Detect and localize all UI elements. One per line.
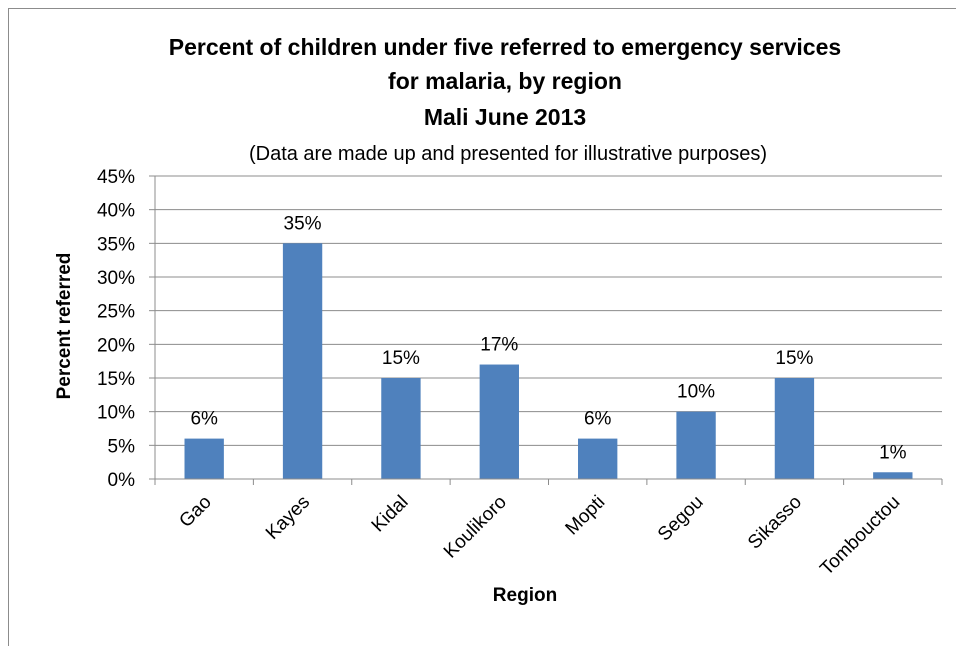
- x-tick-label: Koulikoro: [440, 492, 511, 563]
- y-tick-label: 45%: [97, 167, 135, 188]
- y-tick-label: 30%: [97, 268, 135, 289]
- data-label: 10%: [677, 382, 715, 403]
- data-label: 1%: [879, 442, 907, 463]
- y-tick-label: 10%: [97, 403, 135, 424]
- y-tick-label: 35%: [97, 234, 135, 255]
- bar: [479, 364, 519, 479]
- bar: [381, 378, 421, 479]
- chart-title-line-3: Mali June 2013: [424, 104, 586, 130]
- x-tick-label: Tombouctou: [816, 492, 904, 580]
- bar: [578, 438, 618, 479]
- chart-subtitle: (Data are made up and presented for illu…: [249, 143, 767, 165]
- data-label: 6%: [584, 409, 612, 430]
- bar: [282, 243, 323, 479]
- bar: [774, 378, 815, 479]
- bar: [873, 472, 913, 479]
- y-tick-labels: 0% 5% 10% 15% 20% 25% 30% 35% 40% 45%: [97, 167, 135, 491]
- x-tick-label: Gao: [175, 492, 215, 532]
- data-label: 17%: [480, 335, 518, 356]
- bar: [184, 438, 224, 479]
- x-tick-label: Kidal: [368, 492, 413, 537]
- chart-title-line-1: Percent of children under five referred …: [169, 34, 841, 60]
- x-tick-label: Mopti: [562, 492, 610, 540]
- y-tick-label: 15%: [97, 369, 135, 390]
- x-tick-label: Sikasso: [744, 492, 806, 554]
- data-label: 15%: [775, 348, 813, 369]
- chart-frame: [8, 8, 956, 646]
- data-label: 35%: [284, 213, 322, 234]
- x-tick-label: Kayes: [262, 492, 314, 544]
- axes: [149, 175, 943, 485]
- x-tick-label: Segou: [654, 492, 708, 546]
- chart-title-group: Percent of children under five referred …: [169, 34, 841, 165]
- data-label: 15%: [382, 348, 420, 369]
- data-labels: 6% 35% 15% 17% 6% 10% 15% 1%: [190, 213, 906, 463]
- y-tick-label: 0%: [108, 470, 136, 491]
- bar: [676, 411, 716, 479]
- gridlines: [155, 175, 942, 446]
- x-tick-labels: Gao Kayes Kidal Koulikoro Mopti Segou Sikasso T…: [175, 492, 904, 580]
- bars: [184, 243, 913, 479]
- y-tick-label: 25%: [97, 302, 135, 323]
- x-axis-label: Region: [493, 585, 557, 606]
- y-tick-label: 40%: [97, 201, 135, 222]
- y-tick-label: 5%: [108, 436, 136, 457]
- chart-title-line-2: for malaria, by region: [388, 68, 622, 94]
- data-label: 6%: [190, 409, 218, 430]
- y-axis-label: Percent referred: [54, 253, 75, 400]
- y-tick-label: 20%: [97, 335, 135, 356]
